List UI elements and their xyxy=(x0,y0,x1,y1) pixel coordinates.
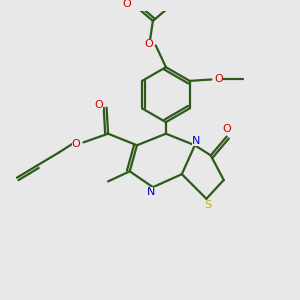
Text: N: N xyxy=(147,188,156,197)
Text: O: O xyxy=(72,139,81,149)
Text: O: O xyxy=(144,39,153,49)
Text: O: O xyxy=(122,0,131,8)
Text: S: S xyxy=(204,200,211,210)
Text: O: O xyxy=(222,124,231,134)
Text: O: O xyxy=(94,100,103,110)
Text: N: N xyxy=(192,136,200,146)
Text: O: O xyxy=(214,74,223,85)
